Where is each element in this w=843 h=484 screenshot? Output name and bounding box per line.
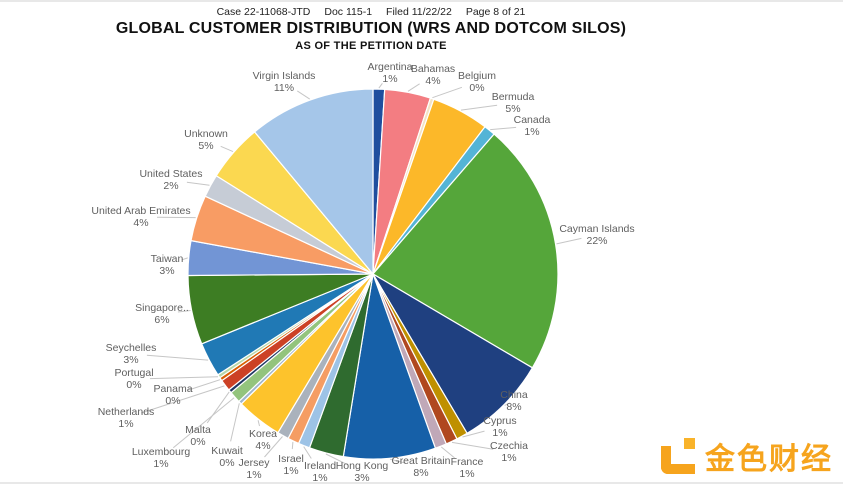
leader-line-argentina	[378, 83, 383, 89]
leader-line-united-states	[186, 181, 210, 186]
leader-line-virgin-islands	[297, 90, 310, 100]
watermark-text: 金色财经	[705, 443, 833, 476]
leader-line-seychelles	[146, 354, 209, 361]
leader-line-luxembourg	[172, 397, 235, 449]
leader-line-netherlands	[141, 385, 225, 414]
leader-line-singapore	[177, 310, 191, 313]
leader-line-belgium	[432, 86, 463, 99]
document-header: Case 22-11068-JTD Doc 115-1 Filed 11/22/…	[116, 6, 626, 52]
leader-line-portugal	[149, 376, 219, 380]
jinse-logo-icon	[661, 438, 695, 474]
leader-line-china	[504, 402, 511, 406]
leader-line-canada	[490, 126, 517, 131]
chart-subtitle: AS OF THE PETITION DATE	[295, 40, 447, 52]
leader-line-ireland	[303, 446, 312, 459]
pie-slice-cayman-islands	[372, 133, 559, 369]
pie-slice-virgin-islands	[253, 88, 374, 276]
leader-line-israel	[291, 441, 294, 450]
chart-title: GLOBAL CUSTOMER DISTRIBUTION (WRS AND DO…	[115, 20, 627, 37]
case-caption: Case 22-11068-JTD Doc 115-1 Filed 11/22/…	[116, 6, 626, 18]
leader-line-bermuda	[460, 104, 498, 111]
leader-line-france	[440, 446, 455, 459]
jinse-watermark: 金色财经	[661, 434, 833, 478]
pie-slice-china	[372, 273, 534, 435]
leader-line-unknown	[220, 145, 234, 153]
leader-line-kuwait	[230, 403, 240, 442]
leader-line-cayman-islands	[556, 237, 582, 245]
leader-line-taiwan	[181, 257, 188, 261]
leader-line-bahamas	[407, 83, 420, 92]
leader-line-panama	[188, 379, 221, 391]
leader-line-jersey	[264, 436, 283, 458]
logo-square	[684, 438, 695, 449]
pie-slice-great-britain	[342, 273, 437, 460]
leader-line-hong-kong	[325, 453, 348, 466]
leader-line-korea	[257, 420, 260, 427]
filed-date: Filed 11/22/22	[386, 6, 452, 18]
leader-line-great-britain	[389, 458, 406, 464]
leader-line-malta	[206, 391, 230, 424]
leader-line-czechia	[451, 441, 494, 450]
leader-line-cyprus	[462, 430, 485, 438]
doc-number: Doc 115-1	[324, 6, 373, 18]
page-number: Page 8 of 21	[465, 6, 526, 18]
case-number: Case 22-11068-JTD	[216, 6, 311, 18]
logo-bracket	[661, 446, 695, 474]
